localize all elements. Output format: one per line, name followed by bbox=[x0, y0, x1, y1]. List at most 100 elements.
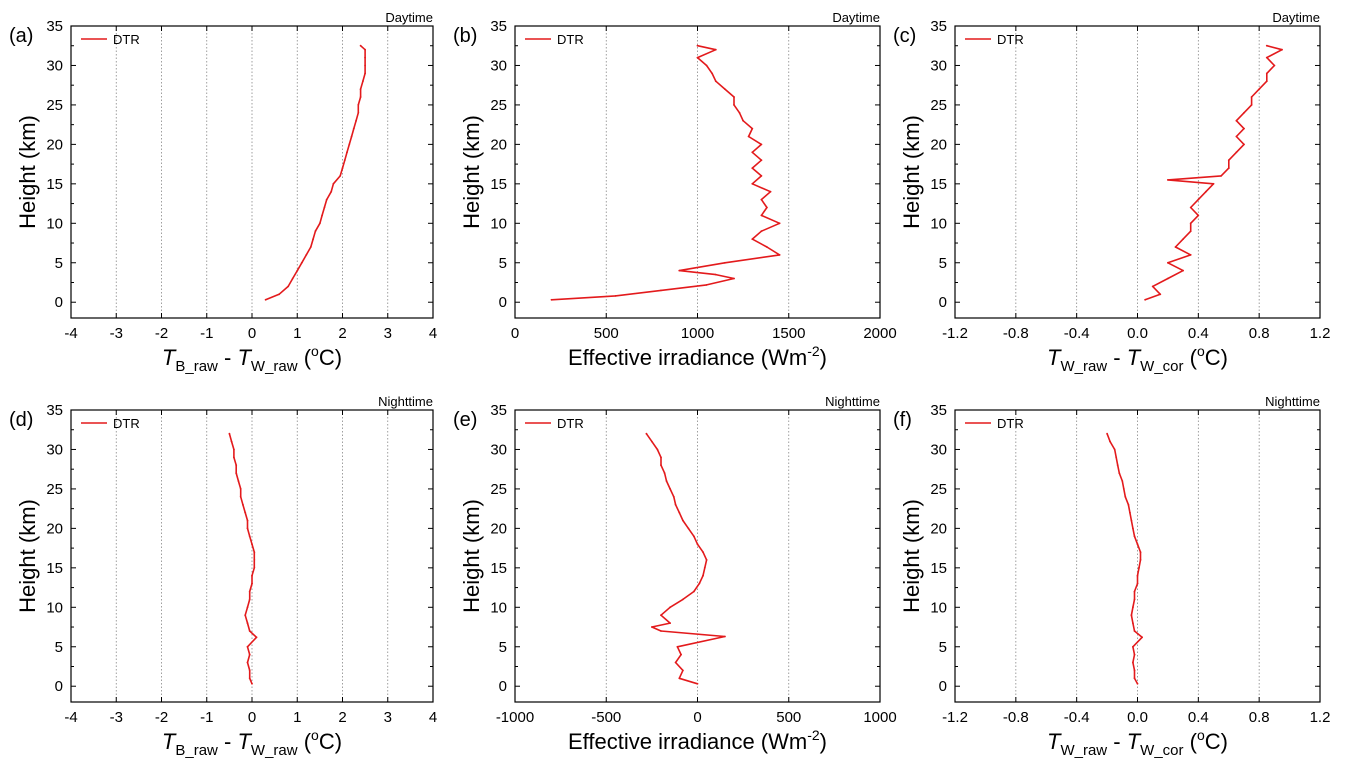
x-tick-label: 500 bbox=[594, 325, 619, 342]
data-point bbox=[352, 127, 355, 130]
data-point bbox=[291, 277, 294, 280]
data-point bbox=[747, 135, 750, 138]
data-point bbox=[1136, 682, 1139, 685]
y-axis-title: Height (km) bbox=[899, 499, 924, 613]
data-point bbox=[751, 182, 754, 185]
data-point bbox=[1113, 448, 1116, 451]
data-point bbox=[244, 511, 247, 514]
y-tick-label: 20 bbox=[490, 520, 507, 537]
y-tick-label: 5 bbox=[55, 255, 63, 272]
data-point bbox=[230, 440, 233, 443]
panel-label: (c) bbox=[893, 25, 916, 47]
data-point bbox=[364, 48, 366, 51]
data-point bbox=[1116, 464, 1119, 467]
data-point bbox=[246, 622, 249, 624]
legend-label: DTR bbox=[997, 32, 1024, 47]
data-point bbox=[1141, 636, 1143, 639]
data-point bbox=[314, 230, 317, 233]
data-point bbox=[1243, 111, 1245, 114]
data-point bbox=[682, 669, 684, 672]
x-tick-label: 3 bbox=[384, 709, 392, 726]
data-point bbox=[364, 64, 366, 67]
data-point bbox=[696, 44, 699, 47]
x-tick-label: 4 bbox=[429, 325, 437, 342]
data-point bbox=[714, 48, 717, 51]
data-point bbox=[705, 64, 708, 67]
y-tick-label: 15 bbox=[490, 176, 507, 193]
x-tick-label: 0 bbox=[248, 325, 256, 342]
data-point bbox=[678, 511, 681, 514]
y-tick-label: 35 bbox=[490, 18, 507, 35]
data-point bbox=[702, 551, 704, 553]
x-tick-label: 1000 bbox=[681, 325, 714, 342]
data-point bbox=[330, 190, 333, 193]
data-point bbox=[264, 298, 267, 301]
x-tick-label: -0.8 bbox=[1003, 325, 1029, 342]
x-tick-label: -1.2 bbox=[942, 709, 968, 726]
data-point bbox=[312, 238, 314, 241]
data-point bbox=[248, 669, 251, 672]
data-point bbox=[332, 182, 335, 185]
data-point bbox=[228, 432, 231, 435]
data-point bbox=[348, 143, 351, 146]
data-point bbox=[246, 645, 249, 648]
data-point bbox=[1138, 566, 1140, 569]
data-point bbox=[682, 598, 684, 601]
data-point bbox=[364, 72, 366, 75]
data-point bbox=[253, 559, 256, 561]
time-label: Daytime bbox=[832, 10, 880, 25]
data-point bbox=[696, 682, 699, 685]
x-tick-label: 0.8 bbox=[1249, 325, 1270, 342]
data-point bbox=[724, 261, 726, 264]
plot-frame bbox=[514, 25, 881, 319]
data-point bbox=[678, 677, 681, 680]
x-tick-label: -4 bbox=[64, 325, 77, 342]
x-tick-label: 2 bbox=[338, 325, 346, 342]
series-line-dtr bbox=[1106, 433, 1143, 685]
data-point bbox=[674, 503, 677, 506]
time-label: Daytime bbox=[1272, 10, 1320, 25]
x-tick-label: 1500 bbox=[772, 325, 805, 342]
data-point bbox=[733, 104, 735, 106]
data-point bbox=[751, 167, 754, 170]
data-point bbox=[1132, 645, 1134, 648]
data-point bbox=[1265, 80, 1268, 83]
data-point bbox=[357, 111, 360, 114]
x-axis-title: Effective irradiance (Wm-2) bbox=[568, 727, 827, 754]
y-tick-label: 10 bbox=[46, 599, 63, 616]
data-point bbox=[1132, 606, 1134, 609]
y-tick-label: 35 bbox=[490, 402, 507, 419]
y-tick-label: 15 bbox=[46, 560, 63, 577]
data-point bbox=[343, 159, 346, 162]
x-tick-label: 1 bbox=[293, 709, 301, 726]
data-point bbox=[660, 614, 662, 617]
data-point bbox=[246, 519, 249, 522]
panel-label: (f) bbox=[893, 409, 912, 431]
x-axis-title: TW_raw - TW_cor (oC) bbox=[1047, 727, 1228, 759]
data-point bbox=[1250, 104, 1253, 106]
data-point bbox=[1167, 261, 1169, 264]
data-point bbox=[357, 104, 360, 106]
data-point bbox=[1235, 135, 1238, 138]
data-point bbox=[1127, 503, 1130, 506]
data-point bbox=[663, 472, 666, 474]
panel-label: (a) bbox=[9, 25, 33, 47]
data-point bbox=[751, 151, 754, 154]
data-point bbox=[1122, 488, 1125, 490]
data-point bbox=[693, 590, 695, 593]
data-point bbox=[246, 661, 249, 664]
data-point bbox=[1205, 190, 1207, 193]
x-axis-title: TB_raw - TW_raw (oC) bbox=[162, 343, 342, 375]
x-tick-label: -3 bbox=[110, 325, 123, 342]
data-point bbox=[287, 285, 290, 288]
y-tick-label: 20 bbox=[930, 520, 947, 537]
data-point bbox=[1133, 653, 1136, 656]
data-point bbox=[660, 464, 662, 467]
data-point bbox=[698, 582, 701, 585]
y-tick-label: 10 bbox=[490, 599, 507, 616]
data-point bbox=[1115, 456, 1118, 459]
data-point bbox=[669, 622, 671, 624]
y-tick-label: 25 bbox=[46, 97, 63, 114]
data-point bbox=[251, 682, 253, 685]
